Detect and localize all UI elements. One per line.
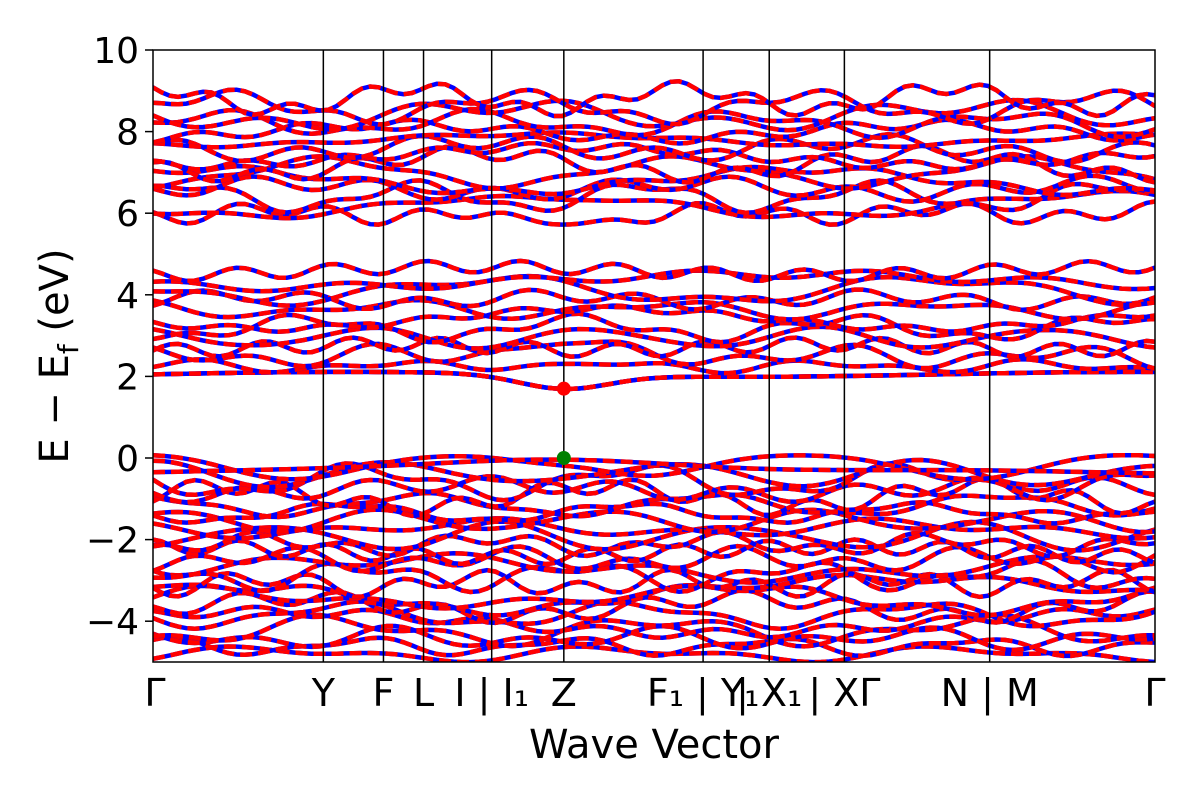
y-tick-label: 2 [116, 357, 139, 398]
kpoint-label: F [373, 671, 395, 715]
kpoint-label: Y [311, 671, 336, 715]
band-line-spin-down [153, 199, 1155, 227]
band-line-spin-down [153, 519, 1155, 553]
y-axis-title-unit: (eV) [32, 248, 78, 344]
kpoint-label: Γ [144, 671, 165, 715]
band-line-spin-down [153, 97, 1155, 133]
band-line-spin-down [153, 130, 1155, 150]
band-line-spin-down [153, 297, 1155, 322]
band-line-spin-down [153, 558, 1155, 595]
band-line-spin-down [153, 173, 1155, 204]
band-line-spin-down [153, 572, 1155, 611]
band-line-spin-down [153, 335, 1155, 360]
extrema-markers [556, 381, 571, 465]
band-line-spin-down [153, 273, 1155, 308]
band-line-spin-down [153, 143, 1155, 185]
y-axis-title-subscript: f [52, 343, 85, 354]
band-line-spin-down [153, 188, 1155, 221]
band-line-spin-down [153, 588, 1155, 626]
band-line-spin-down [153, 567, 1155, 600]
kpoint-label: L [413, 671, 434, 715]
band-line-spin-down [153, 369, 1155, 392]
y-axis-title: E − Ef (eV) [32, 248, 85, 463]
band-line-spin-down [153, 543, 1155, 575]
band-line-spin-down [153, 140, 1155, 172]
band-line-spin-down [153, 452, 1155, 482]
y-axis-ticks: −4 −2 0 2 4 6 8 10 [86, 31, 153, 643]
band-line-spin-up [153, 79, 1155, 119]
kpoint-label: Z [551, 671, 577, 715]
band-line-spin-down [153, 537, 1155, 567]
kpoint-label: F₁ | Y₁ [647, 671, 760, 716]
y-tick-label: 0 [116, 439, 139, 480]
y-tick-label: −2 [86, 521, 139, 562]
band-line-spin-up [153, 188, 1155, 221]
band-line-spin-down [153, 164, 1155, 198]
y-tick-label: −4 [86, 602, 139, 643]
band-line-spin-down [153, 457, 1155, 476]
band-line-spin-down [153, 132, 1155, 165]
cbm-marker [556, 381, 571, 396]
kpoint-label: Γ [1144, 671, 1165, 715]
kpoint-lines [322, 50, 991, 662]
band-line-spin-down [153, 106, 1155, 141]
band-line-spin-down [153, 117, 1155, 146]
kpoint-label: I | I₁ [454, 671, 529, 716]
y-axis-title-main: E − E [32, 354, 78, 464]
plot-frame [152, 49, 1156, 663]
kpoint-label: | X₁ [736, 671, 802, 716]
band-line-spin-down [153, 490, 1155, 520]
y-tick-label: 8 [116, 113, 139, 154]
kpoint-label: | XΓ [808, 671, 880, 716]
y-tick-label: 6 [116, 194, 139, 235]
y-tick-label: 10 [93, 31, 139, 72]
bands-layer [153, 79, 1155, 662]
band-line-spin-down [153, 268, 1155, 294]
band-line-spin-down [153, 516, 1155, 541]
x-axis-title: Wave Vector [529, 722, 780, 768]
vbm-marker [556, 451, 571, 465]
band-line-spin-down [153, 529, 1155, 559]
kpoint-label: N | M [941, 671, 1039, 716]
band-line-spin-down [153, 303, 1155, 334]
band-line-spin-down [153, 311, 1155, 345]
y-tick-label: 4 [116, 276, 139, 317]
band-line-spin-down [153, 507, 1155, 535]
band-line-spin-down [153, 258, 1155, 284]
